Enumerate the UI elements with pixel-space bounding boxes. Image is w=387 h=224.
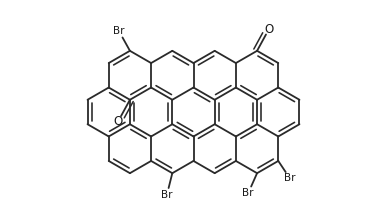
Text: Br: Br [161,190,173,200]
Text: Br: Br [284,173,296,183]
Text: O: O [264,23,274,36]
Text: Br: Br [113,26,125,36]
Text: O: O [113,115,123,128]
Text: Br: Br [242,188,254,198]
